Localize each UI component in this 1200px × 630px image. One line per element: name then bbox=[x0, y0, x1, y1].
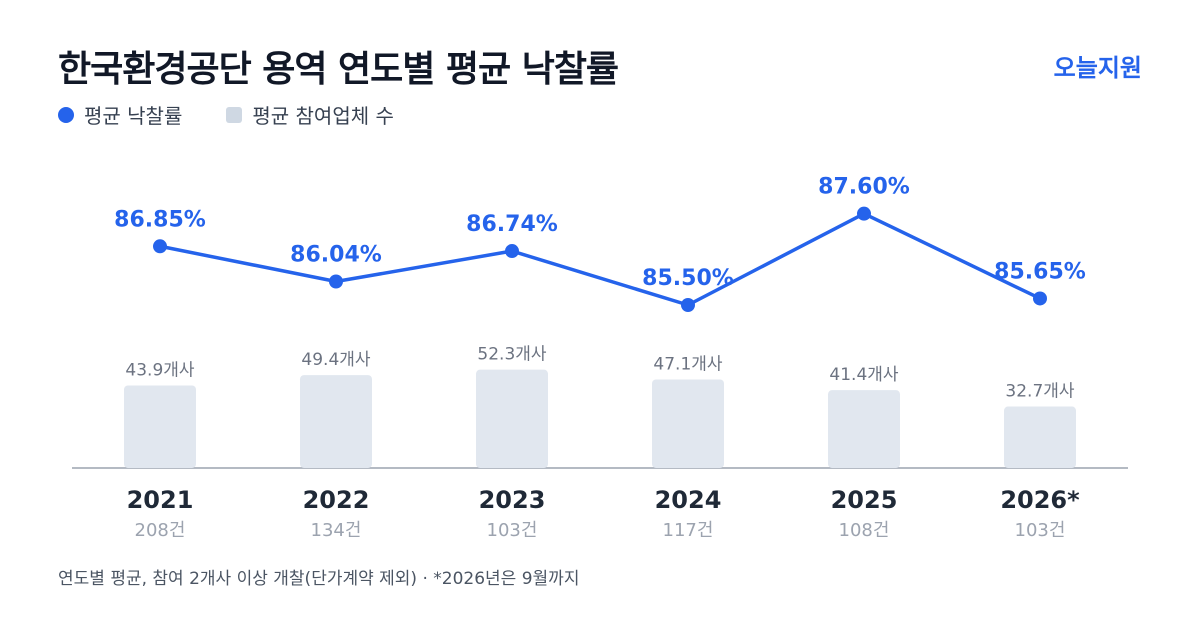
x-tick-label: 2024 bbox=[655, 486, 722, 514]
footnote: 연도별 평균, 참여 2개사 이상 개찰(단가계약 제외) · *2026년은 … bbox=[58, 569, 580, 589]
x-tick-label: 2026* bbox=[1000, 486, 1080, 514]
bar-label: 41.4개사 bbox=[829, 365, 898, 385]
rate-label: 85.50% bbox=[642, 266, 734, 291]
legend-item-rate: 평균 낙찰률 bbox=[58, 100, 182, 129]
bar-2024 bbox=[652, 379, 724, 468]
chart-title: 한국환경공단 용역 연도별 평균 낙찰률 bbox=[58, 49, 619, 90]
count-label: 208건 bbox=[135, 520, 186, 541]
count-label: 103건 bbox=[1015, 520, 1066, 541]
count-label: 134건 bbox=[311, 520, 362, 541]
bar-2026 bbox=[1004, 406, 1076, 468]
x-tick-label: 2021 bbox=[127, 486, 194, 514]
count-label: 108건 bbox=[839, 520, 890, 541]
combo-chart: 43.9개사 49.4개사 52.3개사 47.1개사 41.4개사 32.7개사 86.8… bbox=[72, 175, 1128, 541]
legend-label-bidders: 평균 참여업체 수 bbox=[252, 104, 394, 128]
rate-point bbox=[681, 298, 695, 312]
bar-2023 bbox=[476, 369, 548, 468]
rate-point bbox=[1033, 291, 1047, 306]
rate-point bbox=[857, 206, 871, 221]
rate-label: 85.65% bbox=[994, 259, 1086, 284]
rate-label: 86.04% bbox=[290, 243, 382, 268]
legend: 평균 낙찰률 평균 참여업체 수 bbox=[58, 100, 394, 129]
rate-point bbox=[505, 244, 519, 259]
bar-label: 49.4개사 bbox=[301, 350, 370, 370]
x-tick-label: 2022 bbox=[303, 486, 370, 514]
rate-point bbox=[153, 239, 167, 254]
bar-2022 bbox=[300, 375, 372, 468]
brand-logo: 오늘지원 bbox=[1053, 54, 1142, 82]
bar-label: 47.1개사 bbox=[653, 354, 722, 374]
bar-2021 bbox=[124, 385, 196, 468]
bar-label: 52.3개사 bbox=[477, 345, 546, 365]
bar-label: 43.9개사 bbox=[125, 360, 194, 380]
x-tick-label: 2023 bbox=[479, 486, 546, 514]
count-label: 103건 bbox=[487, 520, 538, 541]
rate-label: 87.60% bbox=[818, 175, 910, 200]
rate-line bbox=[159, 211, 1041, 307]
legend-item-bidders: 평균 참여업체 수 bbox=[226, 100, 394, 129]
bar-2025 bbox=[828, 390, 900, 468]
rate-point bbox=[329, 274, 343, 289]
bar-label: 32.7개사 bbox=[1005, 382, 1074, 402]
legend-square-icon bbox=[226, 106, 243, 123]
rate-label: 86.74% bbox=[466, 212, 558, 237]
x-tick-label: 2025 bbox=[831, 486, 898, 514]
legend-dot-icon bbox=[58, 106, 74, 123]
legend-label-rate: 평균 낙찰률 bbox=[84, 104, 183, 128]
rate-label: 86.85% bbox=[114, 207, 206, 232]
count-label: 117건 bbox=[663, 520, 714, 541]
